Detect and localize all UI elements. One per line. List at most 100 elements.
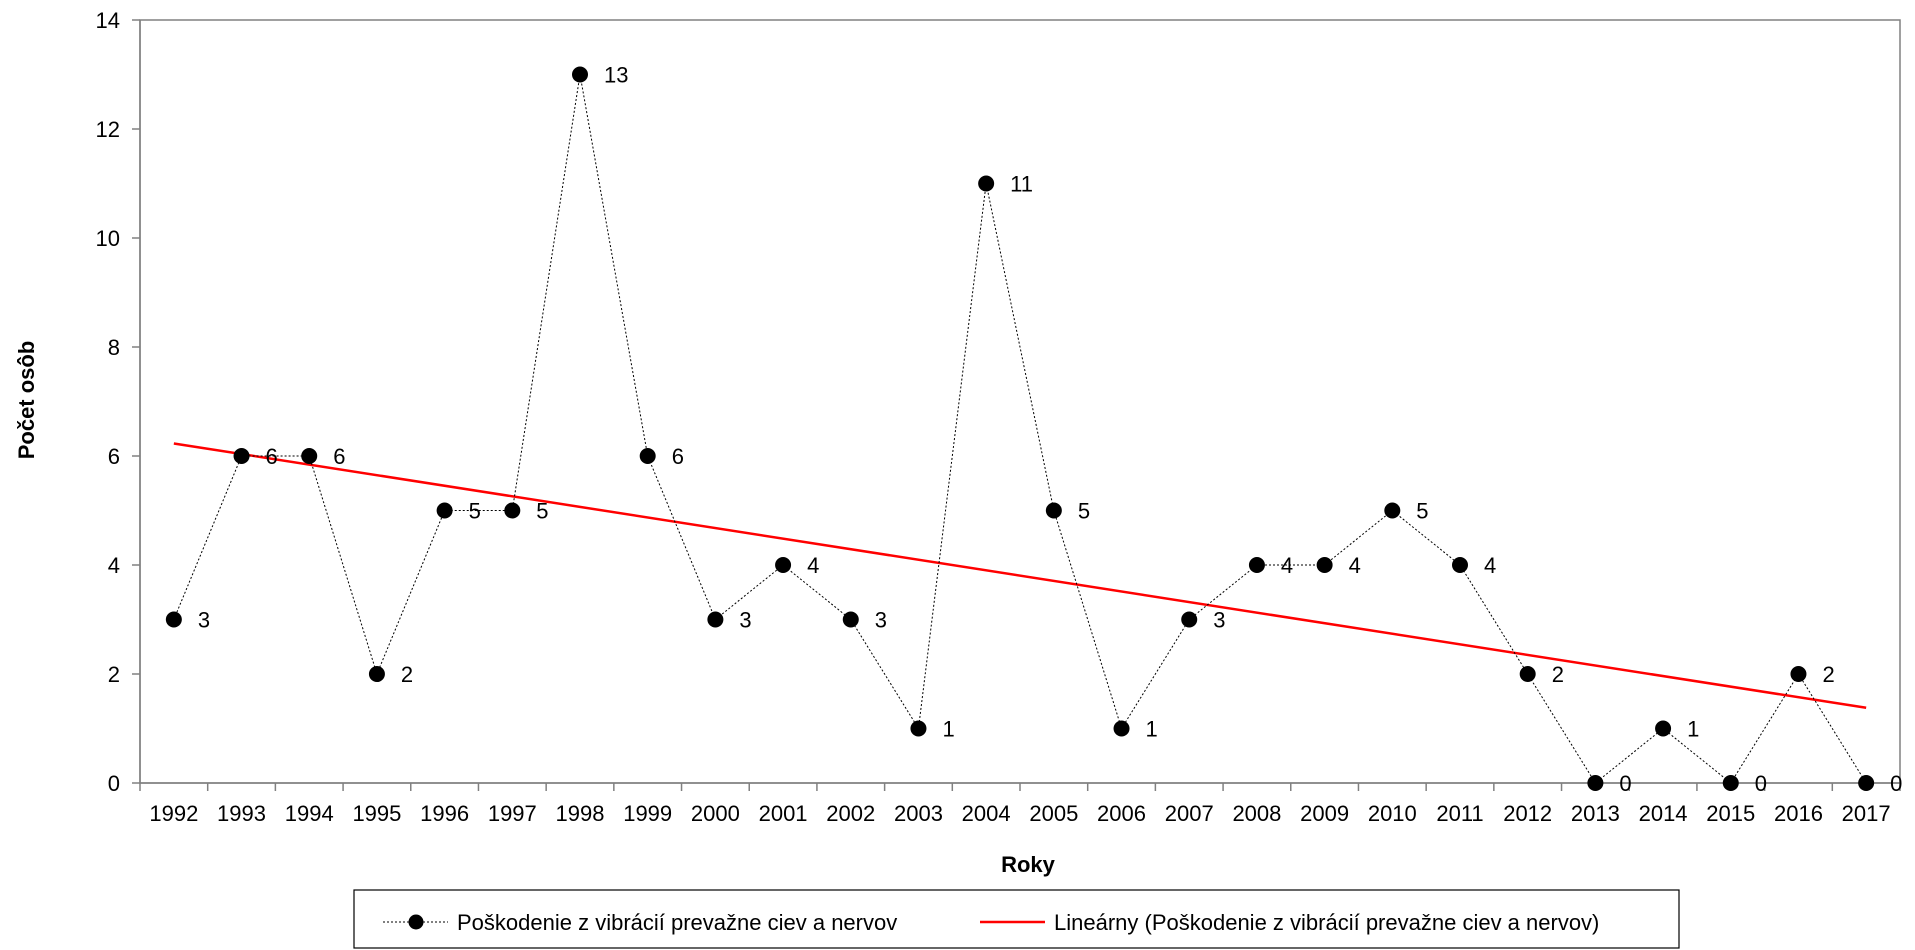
x-tick-label: 2003: [894, 801, 943, 826]
series-line: [165, 66, 1875, 791]
data-point: [165, 611, 182, 628]
data-point: [707, 611, 724, 628]
x-tick-label: 2006: [1097, 801, 1146, 826]
data-label: 5: [469, 499, 481, 524]
x-tick-label: 2011: [1436, 801, 1483, 826]
x-tick-label: 2012: [1503, 801, 1552, 826]
data-label: 3: [198, 608, 210, 633]
data-point: [910, 720, 927, 737]
data-label: 1: [1146, 717, 1158, 742]
data-point: [1790, 666, 1807, 682]
x-tick-label: 2008: [1232, 801, 1281, 826]
data-point: [978, 175, 995, 192]
data-point: [1113, 720, 1130, 737]
x-tick-label: 2005: [1029, 801, 1078, 826]
x-tick-label: 1993: [217, 801, 266, 826]
legend: Poškodenie z vibrácií prevažne ciev a ne…: [353, 889, 1680, 949]
data-label: 4: [1281, 553, 1293, 578]
y-tick-label: 8: [108, 335, 120, 360]
data-label: 2: [1822, 662, 1834, 687]
data-label: 11: [1010, 172, 1033, 197]
data-point: [1045, 502, 1062, 519]
data-point: [1384, 502, 1401, 519]
x-tick-label: 2013: [1571, 801, 1620, 826]
x-tick-label: 2007: [1165, 801, 1214, 826]
x-tick-label: 1995: [352, 801, 401, 826]
legend-box: [353, 889, 1680, 949]
data-point: [368, 666, 385, 682]
data-label: 1: [1687, 717, 1699, 742]
data-point: [1181, 611, 1198, 628]
x-tick-label: 1999: [623, 801, 672, 826]
data-label: 13: [604, 63, 628, 88]
data-point: [301, 448, 318, 464]
legend-trendline-label: Lineárny (Poškodenie z vibrácií prevažne…: [1054, 910, 1599, 935]
y-tick-label: 4: [108, 553, 120, 578]
data-label: 1: [942, 717, 954, 742]
data-point: [1655, 720, 1672, 737]
data-label: 2: [401, 662, 413, 687]
data-point: [1452, 557, 1468, 573]
data-label: 5: [1078, 499, 1090, 524]
data-point: [1519, 666, 1536, 682]
trendline: [173, 442, 1867, 710]
data-point: [1587, 775, 1604, 791]
y-axis-title: Počet osôb: [14, 341, 39, 460]
x-axis: 1992 1993 1994 1995 1996 1997 1998 1999 2000 2001…: [139, 782, 1901, 826]
x-tick-label: 1997: [488, 801, 537, 826]
x-tick-label: 2014: [1639, 801, 1688, 826]
data-point: [1722, 775, 1739, 791]
x-tick-label: 2002: [826, 801, 875, 826]
y-axis: 0 2 4 6 8 10 12 14: [96, 8, 141, 796]
x-tick-label: 2017: [1842, 801, 1891, 826]
data-label: 4: [1349, 553, 1361, 578]
y-tick-label: 12: [96, 117, 120, 142]
data-label: 2: [1552, 662, 1564, 687]
y-tick-label: 6: [108, 444, 120, 469]
data-label: 5: [1416, 499, 1428, 524]
data-point: [504, 502, 521, 519]
data-label: 6: [266, 444, 278, 469]
data-point: [233, 448, 250, 464]
data-point: [842, 611, 859, 628]
data-label: 6: [672, 444, 684, 469]
data-label: 4: [1484, 553, 1496, 578]
x-tick-label: 2016: [1774, 801, 1823, 826]
x-tick-label: 1996: [420, 801, 469, 826]
y-tick-label: 2: [108, 662, 120, 687]
y-tick-label: 10: [96, 226, 120, 251]
x-tick-label: 2004: [962, 801, 1011, 826]
data-point: [436, 502, 453, 519]
trendline-line: [173, 442, 1867, 710]
x-tick-label: 1998: [556, 801, 605, 826]
x-tick-label: 2009: [1300, 801, 1349, 826]
data-point: [775, 557, 792, 573]
data-label: 0: [1619, 771, 1631, 796]
data-label: 6: [333, 444, 345, 469]
data-point: [1316, 557, 1333, 573]
data-point: [1858, 775, 1875, 791]
x-tick-label: 1992: [149, 801, 198, 826]
data-label: 3: [739, 608, 751, 633]
legend-series-marker: [408, 914, 424, 930]
data-point: [1248, 557, 1265, 573]
x-axis-title: Roky: [1001, 852, 1056, 877]
y-tick-label: 14: [96, 8, 120, 33]
data-label: 0: [1755, 771, 1767, 796]
data-label: 5: [536, 499, 548, 524]
data-label: 3: [1213, 608, 1225, 633]
x-tick-label: 2000: [691, 801, 740, 826]
legend-series-label: Poškodenie z vibrácií prevažne ciev a ne…: [457, 910, 897, 935]
data-label: 4: [807, 553, 819, 578]
x-tick-label: 2015: [1706, 801, 1755, 826]
series-path: [173, 74, 1867, 784]
x-tick-label: 2010: [1368, 801, 1417, 826]
x-tick-label: 2001: [759, 801, 808, 826]
data-label: 3: [875, 608, 887, 633]
data-label: 0: [1890, 771, 1902, 796]
x-tick-label: 1994: [285, 801, 334, 826]
y-tick-label: 0: [108, 771, 120, 796]
data-point: [639, 448, 656, 464]
